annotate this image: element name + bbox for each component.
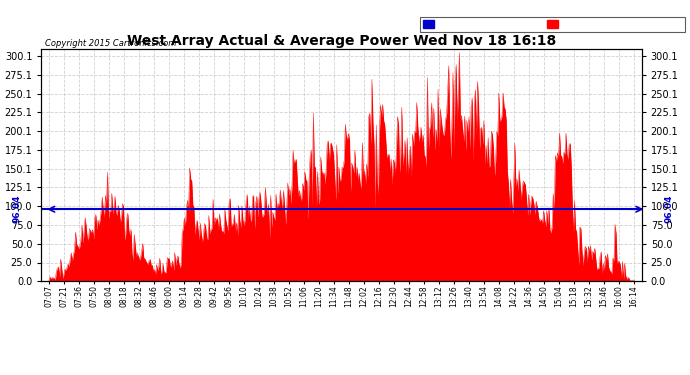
Text: 96.04: 96.04	[13, 195, 22, 223]
Title: West Array Actual & Average Power Wed Nov 18 16:18: West Array Actual & Average Power Wed No…	[127, 34, 556, 48]
Text: Copyright 2015 Cartronics.com: Copyright 2015 Cartronics.com	[45, 39, 176, 48]
Legend: Average  (DC Watts), West Array  (DC Watts): Average (DC Watts), West Array (DC Watts…	[420, 17, 685, 32]
Text: 96.04: 96.04	[664, 195, 673, 223]
